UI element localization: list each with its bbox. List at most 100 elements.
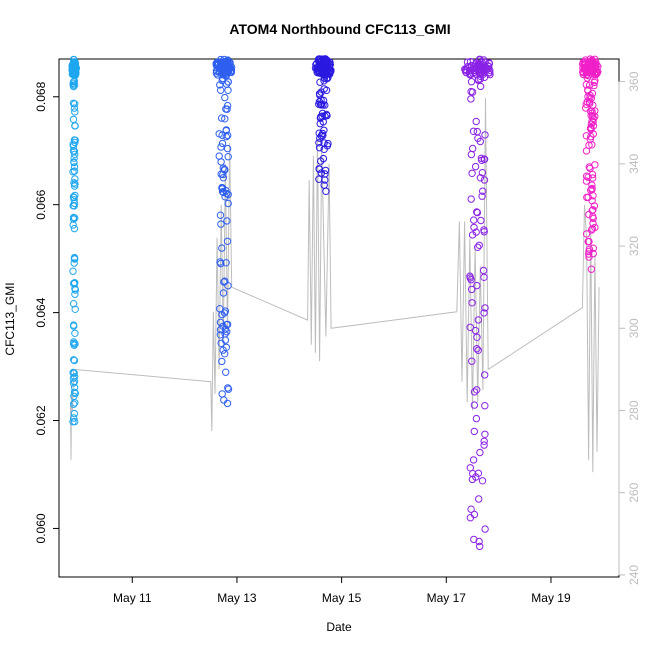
data-point xyxy=(480,176,489,184)
y-tick-label: 0.064 xyxy=(34,297,48,327)
data-point xyxy=(474,76,482,84)
series-group xyxy=(311,55,335,196)
data-point xyxy=(223,237,232,246)
x-axis-label: Date xyxy=(326,620,352,634)
data-point xyxy=(315,139,323,147)
data-point xyxy=(222,80,231,88)
data-point xyxy=(480,273,488,281)
y2-tick-label: 300 xyxy=(627,318,641,338)
data-point xyxy=(474,134,482,142)
data-point xyxy=(224,199,232,208)
data-point xyxy=(469,144,477,153)
data-point xyxy=(217,143,225,151)
data-point xyxy=(215,152,223,160)
data-point xyxy=(585,67,593,75)
y2-tick-label: 360 xyxy=(627,71,641,91)
data-points-group xyxy=(68,55,602,551)
data-point xyxy=(589,174,597,182)
data-point xyxy=(224,86,232,95)
data-point xyxy=(218,390,226,398)
data-point xyxy=(70,409,79,418)
data-point xyxy=(70,253,79,262)
data-point xyxy=(580,60,588,69)
data-point xyxy=(591,223,599,232)
data-point xyxy=(71,340,79,348)
data-point xyxy=(475,60,484,69)
data-point xyxy=(216,318,225,327)
series-group xyxy=(578,55,602,273)
data-point xyxy=(481,525,489,533)
data-point xyxy=(70,193,78,202)
y-axis-label: CFC113_GMI xyxy=(3,282,17,355)
data-point xyxy=(468,231,477,239)
data-point xyxy=(218,244,226,252)
data-point xyxy=(584,173,592,181)
data-point xyxy=(218,184,227,192)
data-point xyxy=(71,284,79,293)
data-point xyxy=(71,69,79,77)
data-point xyxy=(480,56,488,64)
data-point xyxy=(591,161,599,169)
data-point xyxy=(322,187,330,196)
y2-tick-label: 320 xyxy=(627,236,641,256)
data-point xyxy=(70,104,79,112)
data-point xyxy=(224,131,232,140)
data-point xyxy=(585,210,593,219)
data-point xyxy=(221,325,230,333)
data-point xyxy=(217,220,225,228)
data-point xyxy=(466,274,474,282)
data-point xyxy=(591,77,599,85)
data-point xyxy=(71,290,79,298)
data-point xyxy=(318,62,327,70)
data-point xyxy=(584,237,592,246)
data-point xyxy=(316,134,324,142)
data-point xyxy=(470,510,479,519)
data-point xyxy=(70,414,78,422)
y2-tick-label: 260 xyxy=(627,482,641,502)
data-point xyxy=(470,223,478,232)
data-point xyxy=(467,87,475,96)
data-point xyxy=(591,55,599,63)
data-point xyxy=(317,157,325,165)
data-point xyxy=(481,63,489,72)
data-point xyxy=(587,186,595,194)
data-point xyxy=(471,64,479,72)
data-point xyxy=(467,195,475,203)
y-axis-left: 0.060 0.062 0.064 0.066 0.068 xyxy=(34,81,60,543)
data-point xyxy=(585,247,593,256)
data-point xyxy=(224,78,232,86)
data-point xyxy=(466,323,474,331)
data-point xyxy=(218,139,227,148)
data-point xyxy=(321,176,329,184)
data-point xyxy=(581,60,590,68)
data-point xyxy=(585,250,593,258)
chart-title: ATOM4 Northbound CFC113_GMI xyxy=(229,21,450,37)
data-point xyxy=(481,131,489,139)
data-point xyxy=(479,187,487,195)
data-point xyxy=(467,95,475,103)
data-point xyxy=(69,267,77,275)
data-point xyxy=(315,165,323,173)
data-point xyxy=(316,78,324,86)
data-point xyxy=(476,55,484,63)
data-point xyxy=(315,144,324,152)
data-point xyxy=(322,86,331,95)
data-point xyxy=(585,253,593,261)
data-point xyxy=(476,448,484,457)
data-point xyxy=(467,70,475,78)
data-point xyxy=(474,346,482,354)
data-point xyxy=(69,61,78,69)
data-point xyxy=(70,356,79,365)
x-tick-label: May 13 xyxy=(217,591,257,605)
data-point xyxy=(472,117,480,126)
data-point xyxy=(481,430,489,438)
data-point xyxy=(587,133,595,141)
data-point xyxy=(473,208,481,216)
data-point xyxy=(469,456,478,464)
data-point xyxy=(70,202,78,210)
data-point xyxy=(219,289,228,297)
data-point xyxy=(587,120,596,128)
data-point xyxy=(480,73,489,82)
data-point xyxy=(471,326,480,335)
data-point xyxy=(70,77,78,86)
